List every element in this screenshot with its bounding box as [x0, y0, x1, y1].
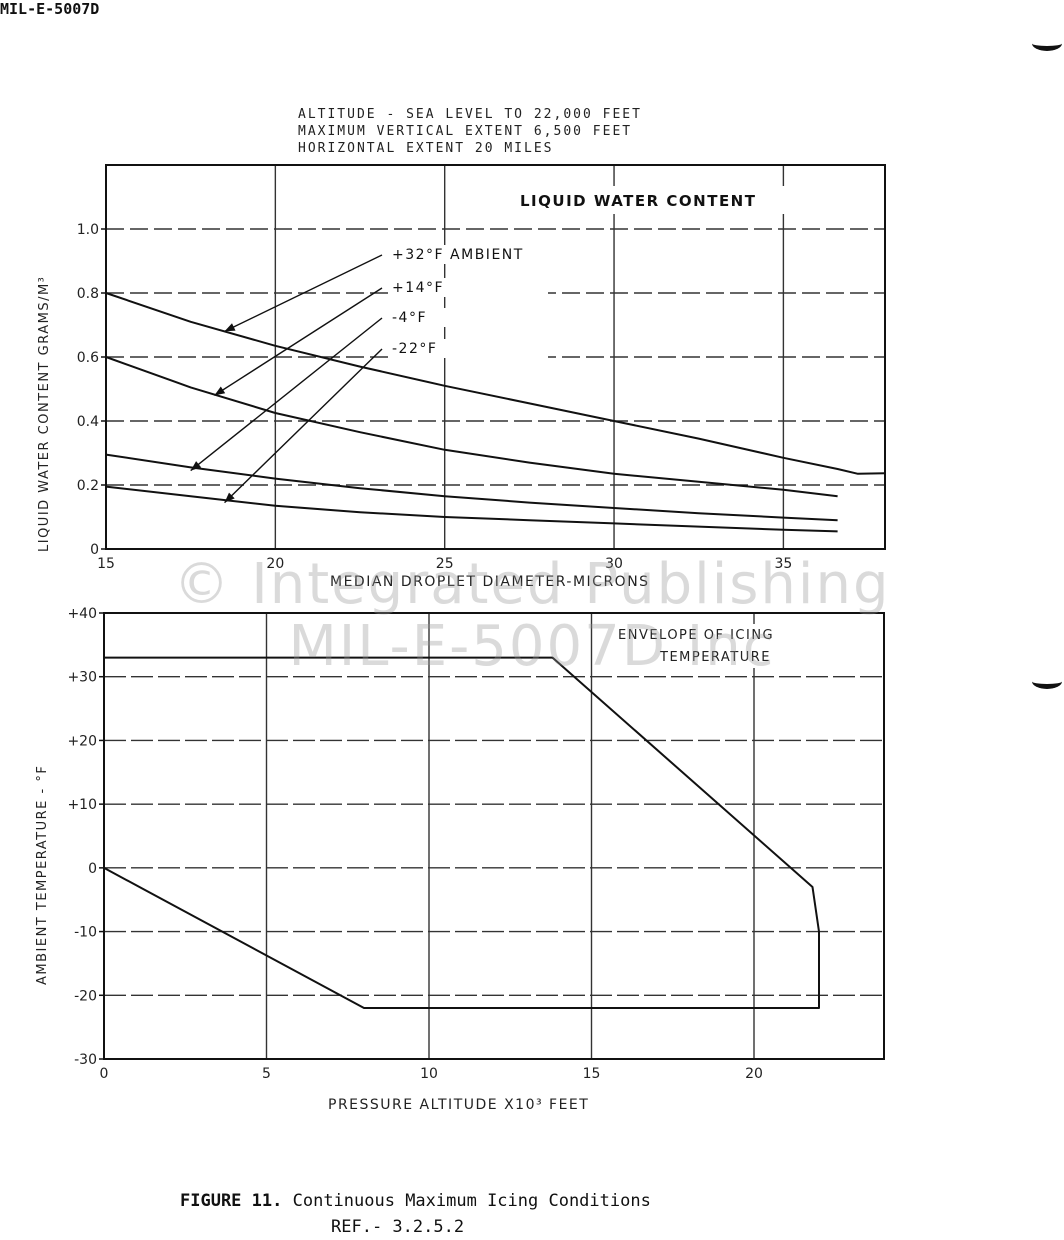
chart2-series-layer	[103, 656, 820, 1009]
chart1-series-line	[105, 453, 838, 522]
document-id: MIL-E-5007D	[0, 0, 100, 18]
scan-mark	[1032, 674, 1062, 689]
chart1-y-tick-label: 0.4	[77, 414, 99, 430]
figure-reference: REF.- 3.2.5.2	[331, 1217, 465, 1237]
chart2-grid	[99, 612, 884, 1060]
chart2-y-tick-label: +40	[67, 606, 97, 622]
chart2-x-tick-label: 20	[745, 1066, 763, 1082]
chart1-annotations: +32°F AMBIENT +14°F -4°F -22°F	[190, 245, 548, 504]
chart1-x-tick-label: 15	[97, 556, 115, 572]
icing-temperature-envelope-chart: ENVELOPE OF ICING TEMPERATURE 0 5 10 15 20 -3…	[35, 606, 885, 1113]
chart2-x-tick-label: 5	[262, 1066, 271, 1082]
chart1-annotation-leader	[190, 317, 383, 472]
chart1-series-line	[105, 485, 838, 533]
chart1-x-tick-label: 30	[605, 556, 623, 572]
chart1-header-line: ALTITUDE - SEA LEVEL TO 22,000 FEET	[298, 107, 642, 122]
chart2-y-tick-label: -10	[74, 925, 97, 941]
chart1-annotation-label-bg	[388, 308, 548, 327]
chart1-series-layer	[105, 292, 886, 533]
chart1-annotation-label: +32°F AMBIENT	[392, 247, 524, 263]
chart2-x-tick-label: 15	[583, 1066, 601, 1082]
chart1-annotation-label-bg	[388, 278, 548, 297]
chart1-series-line	[105, 356, 838, 498]
scan-mark	[1032, 36, 1062, 51]
chart1-x-axis-label: MEDIAN DROPLET DIAMETER-MICRONS	[330, 574, 650, 590]
figure-caption: FIGURE 11. Continuous Maximum Icing Cond…	[180, 1188, 651, 1240]
chart1-x-tick-label: 20	[266, 556, 284, 572]
chart1-header-line: HORIZONTAL EXTENT 20 MILES	[298, 141, 554, 156]
chart1-tick-labels: 15 20 25 30 35 0 0.2 0.4 0.6 0.8 1.0	[77, 222, 793, 572]
chart1-annotation-leader	[224, 254, 383, 333]
liquid-water-content-chart: ALTITUDE - SEA LEVEL TO 22,000 FEET MAXI…	[37, 107, 886, 590]
chart1-annotation-label-bg	[388, 339, 548, 358]
chart1-annotation-label: -22°F	[392, 341, 437, 357]
chart2-inner-title-line: TEMPERATURE	[659, 650, 771, 665]
chart1-y-axis-label: LIQUID WATER CONTENT GRAMS/M³	[37, 276, 52, 552]
chart1-annotation-label-bg	[388, 245, 548, 264]
chart1-annotation-arrowhead	[224, 323, 236, 332]
chart1-annotation-leader	[214, 287, 383, 396]
figure-label: FIGURE 11.	[180, 1191, 283, 1211]
chart1-y-tick-label: 1.0	[77, 222, 99, 238]
chart2-y-tick-label: -30	[74, 1052, 97, 1068]
chart1-annotation-arrowhead	[190, 461, 202, 471]
chart1-y-tick-label: 0.8	[77, 286, 99, 302]
chart1-x-tick-label: 35	[774, 556, 792, 572]
chart2-x-tick-label: 10	[420, 1066, 438, 1082]
chart1-annotation-arrowhead	[214, 386, 226, 396]
chart2-y-tick-label: +20	[67, 733, 97, 749]
chart1-series-line	[105, 292, 886, 475]
chart1-annotation-label: +14°F	[392, 280, 444, 296]
chart2-plot-frame	[103, 612, 885, 1060]
chart2-x-tick-label: 0	[100, 1066, 109, 1082]
chart1-annotation-label: -4°F	[392, 310, 427, 326]
chart1-inner-title-bg	[500, 186, 790, 214]
chart1-annotation-arrowhead	[224, 492, 235, 503]
chart2-y-tick-label: -20	[74, 988, 97, 1004]
chart2-x-axis-label: PRESSURE ALTITUDE X10³ FEET	[328, 1097, 589, 1113]
chart2-y-tick-label: +30	[67, 670, 97, 686]
chart1-x-tick-label: 25	[436, 556, 454, 572]
chart2-y-tick-label: +10	[67, 797, 97, 813]
chart1-annotation-leader	[224, 348, 383, 504]
chart2-series-line	[103, 656, 820, 1009]
chart1-y-tick-label: 0	[90, 542, 99, 558]
chart2-inner-title-line: ENVELOPE OF ICING	[618, 628, 774, 643]
chart1-header-line: MAXIMUM VERTICAL EXTENT 6,500 FEET	[298, 124, 632, 139]
chart1-y-tick-label: 0.6	[77, 350, 99, 366]
figure-title: Continuous Maximum Icing Conditions	[292, 1191, 651, 1211]
chart1-inner-title: LIQUID WATER CONTENT	[520, 192, 756, 210]
chart1-y-tick-label: 0.2	[77, 478, 99, 494]
chart2-y-tick-label: 0	[88, 861, 97, 877]
chart2-tick-labels: 0 5 10 15 20 -30 -20 -10 0 +10 +20 +30 +40	[67, 606, 762, 1082]
chart2-inner-title-bg	[605, 624, 835, 668]
chart2-y-axis-label: AMBIENT TEMPERATURE - °F	[35, 765, 50, 985]
